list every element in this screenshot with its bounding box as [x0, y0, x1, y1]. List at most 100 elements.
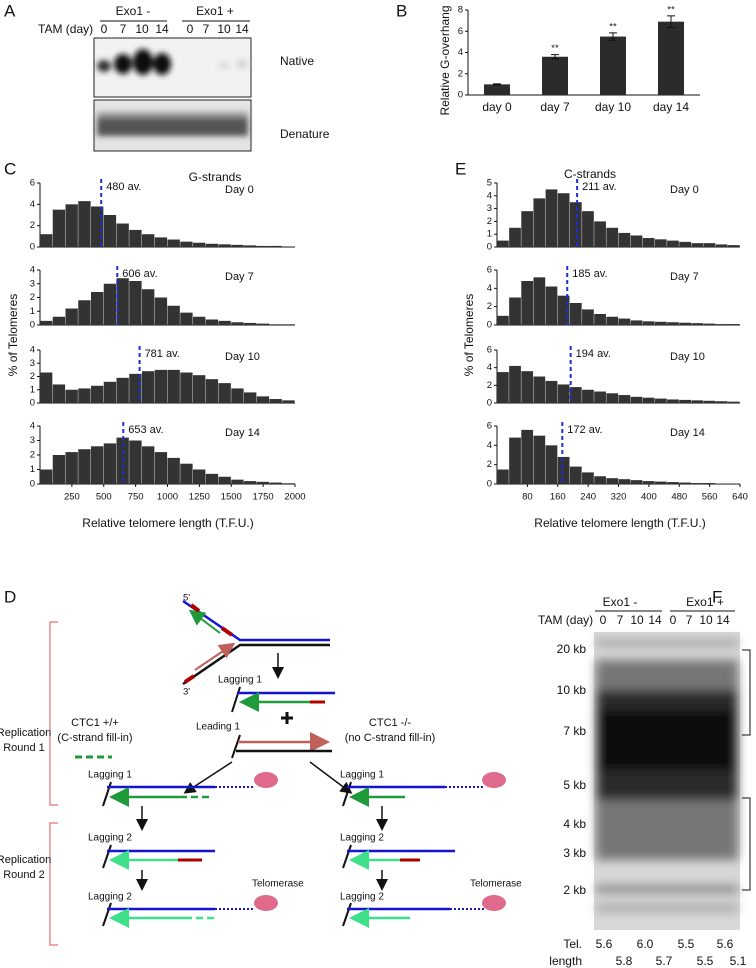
- chart-title: Day 7: [225, 271, 254, 283]
- histogram-bar: [129, 229, 142, 247]
- primer: [189, 603, 201, 613]
- histogram-bar: [256, 245, 270, 247]
- histogram-bar: [545, 286, 558, 325]
- plus: [281, 712, 293, 724]
- x-tick-label: 320: [611, 492, 627, 503]
- histogram-bar: [545, 380, 558, 403]
- y-tick-label: 0: [487, 242, 492, 253]
- tel-label: length: [549, 954, 582, 968]
- histogram-bar: [667, 240, 679, 247]
- x-tick-label: 1500: [221, 492, 242, 503]
- y-tick-label: 6: [487, 421, 492, 432]
- histogram-bar: [154, 237, 168, 247]
- end: [342, 844, 352, 869]
- histogram-bar: [167, 305, 180, 325]
- y-tick-label: 2: [30, 371, 35, 382]
- group-label: Exo1 -: [603, 595, 638, 609]
- histogram-bar: [509, 365, 521, 403]
- gel-smear: [596, 640, 738, 911]
- gel-bands: [97, 112, 248, 136]
- histogram-bar: [129, 281, 142, 325]
- telomerase: [254, 772, 278, 788]
- panel-letter: E: [455, 159, 466, 178]
- mean-label: 172 av.: [567, 424, 602, 436]
- bar: [484, 84, 510, 95]
- mean-label: 194 av.: [576, 348, 611, 360]
- histogram-bar: [582, 472, 594, 484]
- histogram-bar: [630, 396, 643, 403]
- histogram-bar: [521, 371, 534, 403]
- histogram-bar: [654, 239, 667, 247]
- error-bar: [493, 83, 501, 86]
- histogram-bar: [78, 449, 91, 484]
- lane-label: 7: [120, 22, 127, 36]
- lane-label: 14: [235, 22, 249, 36]
- strand-label: Lagging 2: [88, 892, 132, 903]
- end-label: 3': [183, 687, 190, 698]
- histogram-bar: [40, 234, 53, 247]
- group-label: Exo1 -: [116, 4, 151, 18]
- x-tick-label: 80: [522, 492, 533, 503]
- lane-label: 14: [155, 22, 169, 36]
- histogram-bar: [679, 322, 691, 325]
- lane-label: 7: [617, 613, 624, 627]
- histogram-bar: [103, 283, 117, 325]
- y-tick-label: 2: [487, 380, 492, 391]
- y-tick-label: 6: [30, 178, 35, 189]
- y-tick-label: 4: [458, 47, 463, 58]
- telomerase: [482, 772, 506, 788]
- x-tick-label: 160: [550, 492, 566, 503]
- end: [102, 902, 112, 927]
- histogram-bar: [533, 198, 546, 247]
- histogram-bar: [256, 323, 270, 325]
- tel-value: 5.6: [596, 937, 613, 951]
- lane-label: 7: [686, 613, 693, 627]
- primer: [183, 674, 196, 684]
- size-marker: 20 kb: [557, 642, 587, 656]
- size-marker: 7 kb: [563, 724, 586, 738]
- strand: [188, 609, 221, 634]
- condition: CTC1 -/-: [369, 717, 412, 729]
- y-tick-label: 6: [487, 265, 492, 276]
- histogram-bar: [269, 399, 282, 403]
- histogram-bar: [569, 303, 582, 325]
- histogram-bar: [180, 312, 193, 325]
- histogram-bar: [218, 383, 231, 403]
- y-tick-label: 2: [487, 301, 492, 312]
- panel-letter: F: [712, 587, 722, 606]
- x-tick-label: 2000: [284, 492, 305, 503]
- error-bar: [551, 54, 559, 60]
- mean-label: 211 av.: [582, 181, 616, 193]
- histogram-bar: [667, 399, 679, 403]
- y-tick-label: 2: [487, 459, 492, 470]
- histogram-bar: [618, 232, 631, 247]
- histogram-bar: [116, 377, 129, 403]
- tel-value: 5.1: [730, 954, 747, 968]
- histogram-bar: [715, 401, 728, 403]
- x-tick-label: 1750: [253, 492, 274, 503]
- y-tick-label: 1: [30, 306, 35, 317]
- histogram-bar: [533, 376, 546, 403]
- histogram-bar: [642, 397, 655, 403]
- y-tick-label: 3: [30, 278, 35, 289]
- enzyme-label: Telomerase: [252, 879, 304, 890]
- x-tick-label: day 7: [540, 100, 570, 114]
- histogram-bar: [654, 481, 667, 484]
- histogram-bar: [103, 215, 117, 247]
- tel-value: 6.0: [637, 937, 654, 951]
- y-tick-label: 4: [30, 265, 35, 276]
- tel-value: 5.5: [697, 954, 714, 968]
- gel-bands: [97, 49, 248, 75]
- y-tick-label: 8: [458, 5, 463, 16]
- histogram-bar: [606, 478, 619, 484]
- lane-label: 10: [699, 613, 713, 627]
- bar: [542, 56, 568, 95]
- histogram-bar: [282, 324, 295, 325]
- histogram-bar: [557, 193, 570, 247]
- error-bar: [667, 15, 675, 29]
- histogram-bar: [154, 369, 168, 403]
- tel-label: Tel.: [563, 937, 582, 951]
- histogram-bar: [642, 321, 655, 325]
- histogram-bar: [91, 292, 104, 325]
- panel-letter: C: [4, 159, 16, 178]
